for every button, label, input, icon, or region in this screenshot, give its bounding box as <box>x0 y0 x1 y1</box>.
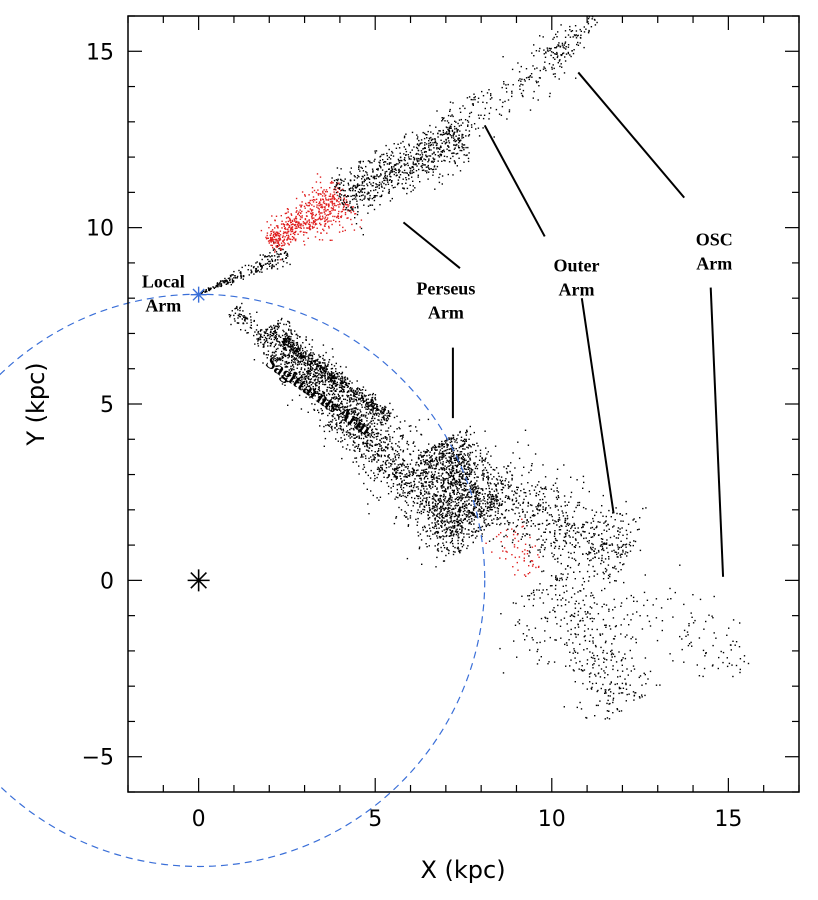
annotation-label: OSC Arm <box>696 229 733 273</box>
annotation: OSC Arm <box>577 71 733 273</box>
galactic-center-marker <box>187 569 210 592</box>
region-outer-lower <box>499 545 661 720</box>
y-axis-title: Y (kpc) <box>22 362 50 446</box>
x-tick-label: 5 <box>368 807 382 832</box>
x-tick-label: 0 <box>192 807 206 832</box>
x-tick-label: 15 <box>714 807 742 832</box>
y-tick-label: −5 <box>82 746 114 771</box>
annotation: Perseus Arm <box>402 221 475 323</box>
annotation-pointer <box>709 287 725 577</box>
region-local-arm-far <box>331 114 470 236</box>
x-tick-label: 10 <box>538 807 566 832</box>
region-outer-far <box>623 564 750 678</box>
overlays <box>0 286 486 867</box>
y-tick-label: 15 <box>86 40 114 65</box>
y-tick-label: 0 <box>100 569 114 594</box>
region-local-arm-osc <box>546 16 598 68</box>
annotation-pointer <box>402 221 461 269</box>
annotation-pointer <box>483 124 546 237</box>
annotation-pointer <box>577 71 685 199</box>
region-local-arm-outer <box>436 33 577 156</box>
region-perseus-red <box>485 518 540 577</box>
data-points <box>198 16 750 720</box>
x-axis-title: X (kpc) <box>420 856 505 884</box>
y-tick-label: 5 <box>100 393 114 418</box>
annotation: Outer Arm <box>483 124 600 300</box>
annotation-pointer <box>580 298 615 514</box>
tick-labels: 0 5 10 15 −5 0 5 10 15 <box>82 40 743 832</box>
annotation-label: Local Arm <box>142 272 185 316</box>
axis-ticks <box>127 15 800 793</box>
region-sgr-spread <box>228 302 481 550</box>
region-sgr-core-streak <box>280 335 394 426</box>
region-perseus-outer <box>466 429 647 587</box>
region-local-arm-red <box>260 173 363 261</box>
annotation-label: Perseus Arm <box>416 279 475 323</box>
y-tick-label: 10 <box>86 217 114 242</box>
sun-marker <box>190 286 207 303</box>
annotation: Local Arm <box>142 272 185 316</box>
region-perseus-inner <box>404 425 523 540</box>
annotation-label: Outer Arm <box>554 256 600 300</box>
